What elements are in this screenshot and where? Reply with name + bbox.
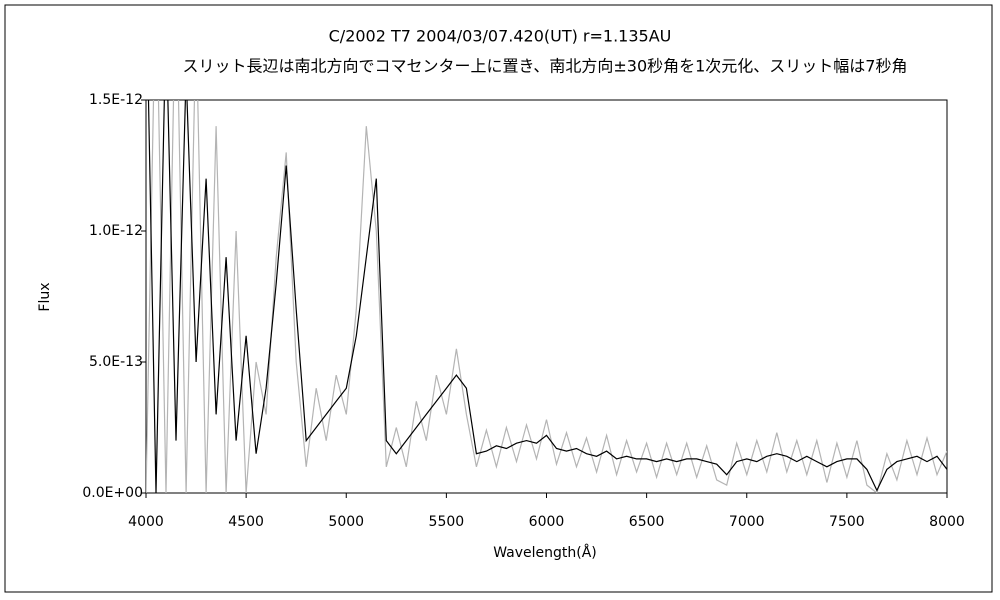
lines (146, 100, 947, 493)
y-tick-label: 1.5E-12 (89, 92, 143, 108)
x-tick-label: 4500 (228, 514, 264, 530)
plot-area (145, 99, 948, 494)
x-tick-label: 5000 (328, 514, 364, 530)
x-tick-label: 5500 (429, 514, 465, 530)
chart-subtitle: スリット長辺は南北方向でコマセンター上に置き、南北方向±30秒角を1次元化、スリ… (182, 57, 907, 76)
y-tick-label: 0.0E+00 (82, 485, 143, 501)
x-tick-label: 4000 (128, 514, 164, 530)
chart-title: C/2002 T7 2004/03/07.420(UT) r=1.135AU (329, 27, 672, 46)
x-tick-label: 6000 (529, 514, 565, 530)
x-tick-label: 8000 (929, 514, 965, 530)
spectrum-line (147, 100, 947, 493)
x-tick-label: 7000 (729, 514, 765, 530)
x-axis-label: Wavelength(Å) (493, 544, 597, 561)
spectrum-line (146, 100, 947, 493)
y-tick-label: 5.0E-13 (89, 354, 143, 370)
y-tick-label: 1.0E-12 (89, 223, 143, 239)
y-axis-label: Flux (37, 282, 53, 311)
x-tick-label: 7500 (829, 514, 865, 530)
x-tick-label: 6500 (629, 514, 665, 530)
